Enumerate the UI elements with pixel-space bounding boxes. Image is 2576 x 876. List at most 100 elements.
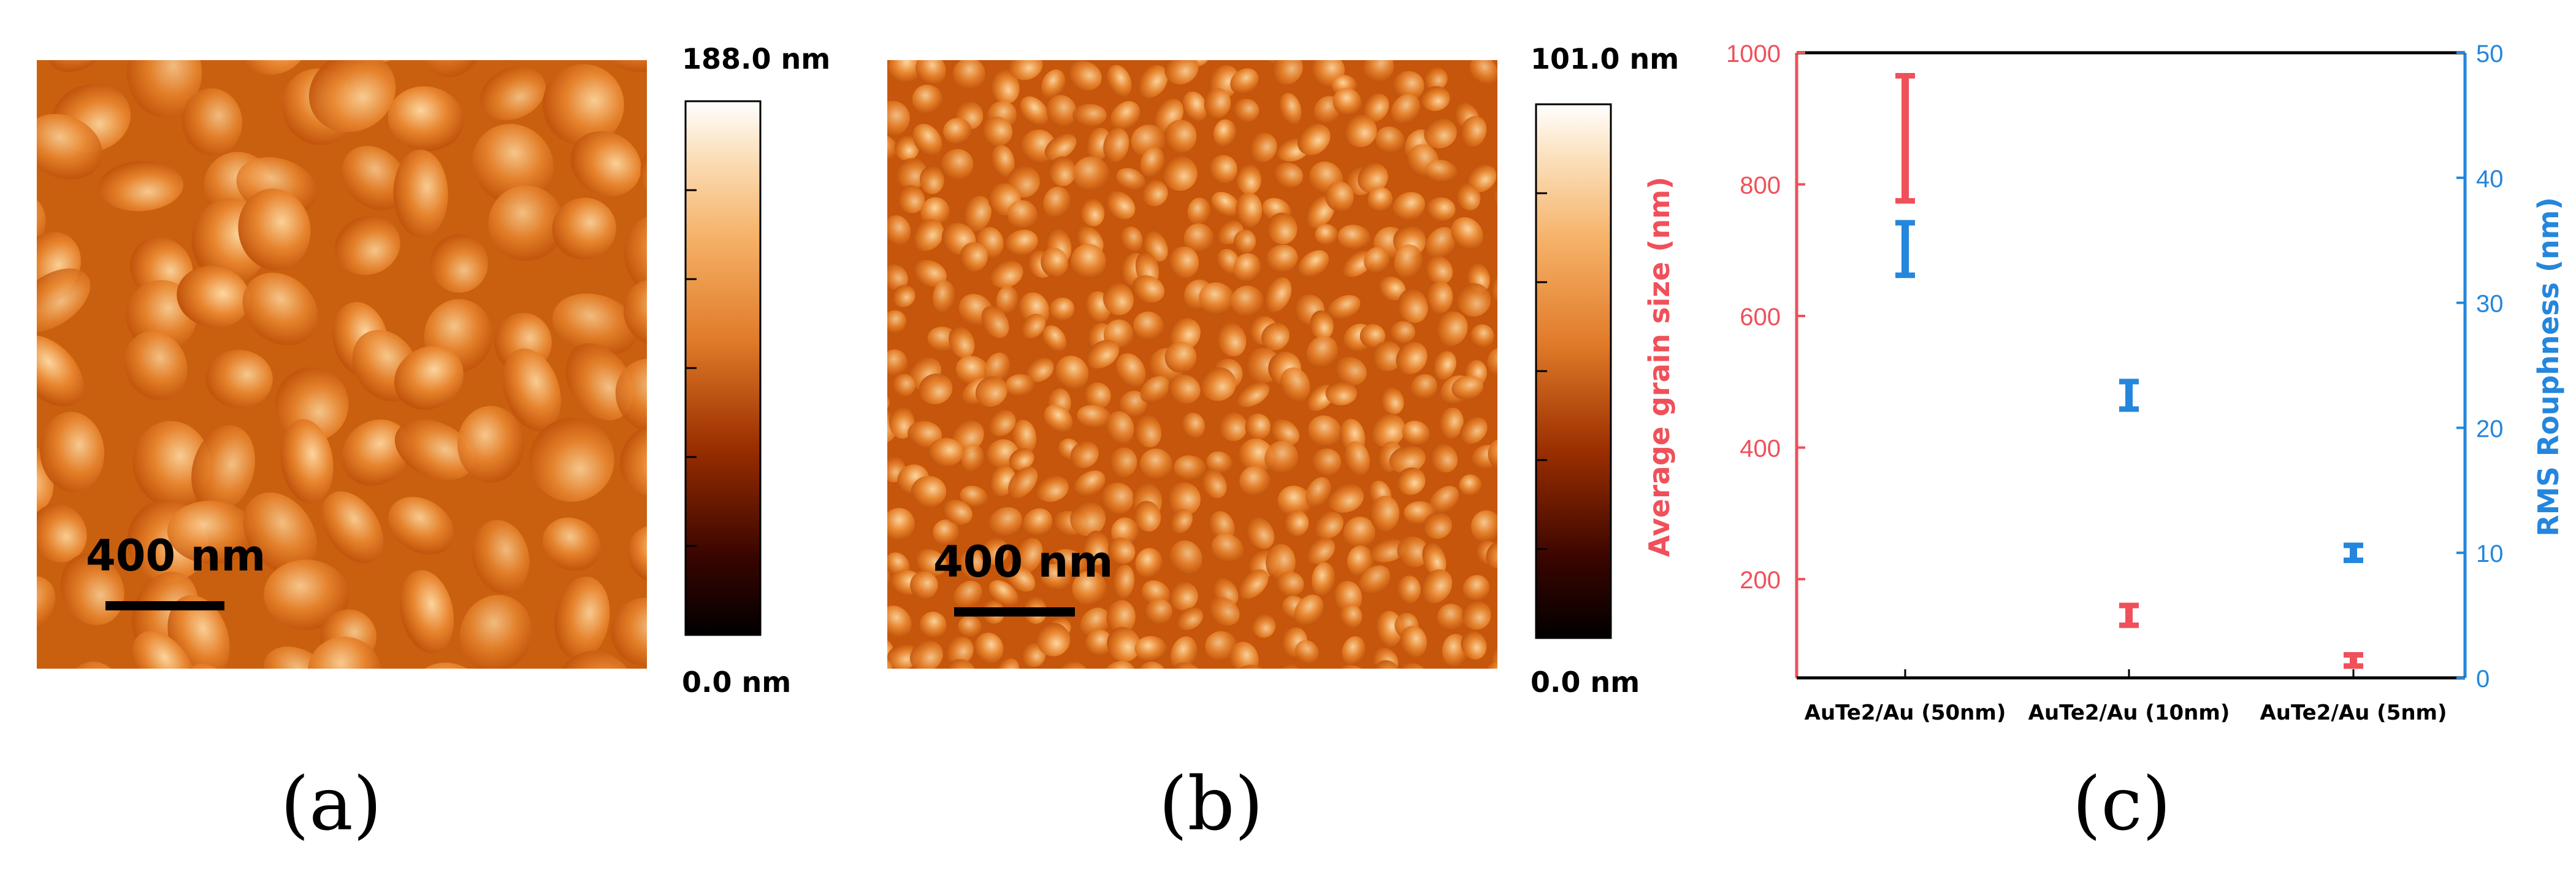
afm-grain-b (1270, 419, 1299, 446)
afm-grain-b (1169, 582, 1198, 611)
afm-grain-b (1261, 323, 1290, 351)
grain-size-error-bar (2344, 651, 2363, 669)
afm-grain-b (1459, 474, 1482, 497)
afm-grain-b (1085, 629, 1113, 656)
afm-grain-b (919, 612, 947, 639)
afm-grain-a (40, 412, 105, 493)
afm-grain-b (854, 499, 883, 525)
afm-grain-b (911, 475, 947, 507)
afm-grain-b (1135, 548, 1163, 578)
afm-grain-b (1077, 405, 1112, 428)
scale-bar-a (105, 601, 224, 610)
right-tick-label: 30 (2476, 291, 2504, 318)
colorbar-max-b: 101.0 nm (1531, 42, 1679, 75)
afm-grain-b (1004, 564, 1036, 592)
afm-grain-b (1359, 324, 1386, 348)
afm-grain-b (887, 391, 890, 414)
afm-grain-a (607, 664, 691, 750)
afm-grain-b (1135, 414, 1162, 448)
afm-grain-b (1140, 448, 1173, 480)
afm-grain-b (1264, 440, 1298, 475)
afm-grain-b (1169, 540, 1202, 575)
colorbar-ticks-a (686, 100, 697, 636)
afm-grain-b (1405, 19, 1437, 58)
afm-grain-a (0, 112, 20, 194)
afm-grain-a (480, 66, 546, 120)
afm-grain-a (132, 631, 195, 669)
afm-grain-b (945, 636, 974, 666)
afm-grain-b (1233, 99, 1259, 122)
afm-grain-b (1500, 380, 1538, 418)
afm-grain-b (1298, 250, 1329, 279)
right-axis-ticks: 0 10 20 30 40 50 (2456, 40, 2504, 693)
afm-grain-b (840, 436, 884, 476)
afm-grain-b (1432, 351, 1457, 380)
rms-roughness-error-bar (1895, 220, 1915, 279)
afm-grain-b (1363, 93, 1389, 122)
afm-grain-b (1164, 342, 1197, 373)
afm-grain-b (1014, 538, 1043, 574)
afm-grain-b (1294, 594, 1324, 627)
afm-grain-b (1502, 406, 1533, 434)
afm-grain-b (975, 376, 1007, 407)
afm-grain-b (1266, 244, 1298, 273)
afm-grain-b (1461, 601, 1491, 630)
afm-grain-a (37, 268, 91, 332)
scale-bar-label-b: 400 nm (933, 537, 1113, 587)
afm-grains-a (0, 60, 691, 750)
afm-grain-b (1106, 600, 1136, 635)
afm-grain-b (988, 507, 1022, 537)
afm-grain-b (898, 185, 925, 213)
afm-grain-a (177, 266, 250, 328)
afm-grain-b (1396, 342, 1428, 375)
afm-grain-b (1423, 512, 1452, 539)
afm-grain-b (1236, 164, 1261, 194)
afm-grain-b (1004, 229, 1038, 256)
afm-grain-b (1036, 475, 1069, 502)
afm-grain-b (1112, 564, 1135, 599)
afm-grain-b (839, 465, 882, 505)
afm-grain-b (896, 158, 928, 189)
afm-grain-b (1496, 251, 1497, 277)
afm-grain-b (1071, 244, 1106, 279)
afm-grain-b (1402, 420, 1430, 446)
afm-grain-b (912, 123, 942, 156)
afm-grain-b (1074, 471, 1106, 497)
afm-grain-a (37, 113, 103, 180)
afm-grain-b (1208, 597, 1240, 626)
afm-grain-b (1501, 320, 1535, 352)
afm-grain-b (1421, 86, 1450, 111)
afm-grain-b (1080, 198, 1105, 226)
afm-grain-a (280, 419, 334, 504)
x-category-label: AuTe2/Au (5nm) (2260, 701, 2447, 725)
afm-grain-b (1072, 156, 1110, 191)
afm-grain-b (1294, 640, 1319, 664)
afm-grain-b (1344, 441, 1370, 476)
afm-grain-a (570, 131, 641, 196)
afm-grain-b (1426, 227, 1456, 260)
afm-grain-a (552, 198, 616, 260)
afm-grain-b (1055, 355, 1089, 390)
left-tick-label: 1000 (1726, 40, 1781, 67)
afm-grain-b (887, 605, 912, 639)
afm-grain-b (1049, 298, 1075, 321)
afm-grain-b (958, 21, 997, 61)
afm-grain-b (1236, 382, 1269, 407)
afm-grain-b (1245, 517, 1275, 549)
afm-grain-b (892, 285, 915, 307)
afm-grain-b (1236, 192, 1263, 228)
right-tick-label: 50 (2476, 40, 2504, 67)
afm-grain-b (1101, 482, 1134, 515)
afm-grain-b (1170, 509, 1193, 534)
afm-grain-b (1451, 217, 1483, 250)
afm-grain-b (1424, 67, 1448, 91)
afm-grain-b (910, 640, 943, 669)
afm-grain-b (1102, 661, 1136, 669)
left-tick-label: 400 (1740, 436, 1781, 463)
afm-grain-a (37, 335, 84, 407)
afm-grain-a (341, 419, 411, 486)
afm-grain-a (167, 501, 256, 564)
afm-grain-b (1397, 289, 1428, 323)
afm-grain-a (335, 216, 400, 275)
afm-grain-b (961, 444, 984, 472)
